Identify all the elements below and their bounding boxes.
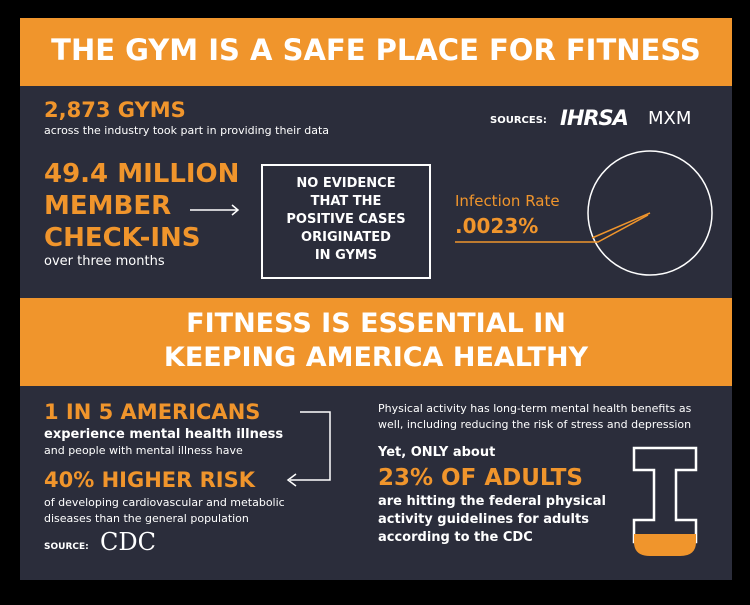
activity-line: activity guidelines for adults (378, 512, 589, 527)
logo: MXM (648, 108, 692, 129)
checkins-line: MEMBER (44, 191, 172, 221)
mental-headline: 1 IN 5 AMERICANS (44, 400, 261, 424)
risk-line: diseases than the general population (44, 512, 249, 525)
activity-paragraph: Physical activity has long-term mental h… (378, 402, 692, 415)
cdc-logo: CDC (100, 528, 156, 556)
mental-line: and people with mental illness have (44, 444, 243, 457)
top-banner (20, 18, 732, 86)
box-line: NO EVIDENCE (296, 176, 396, 191)
title: THE GYM IS A SAFE PLACE FOR FITNESS (51, 33, 701, 67)
logo: IHRSA (560, 106, 629, 130)
activity-paragraph: well, including reducing the risk of str… (378, 418, 692, 431)
mental-bold: experience mental health illness (44, 427, 284, 442)
section-title: KEEPING AMERICA HEALTHY (163, 342, 589, 373)
activity-line: are hitting the federal physical (378, 494, 606, 509)
activity-line: according to the CDC (378, 530, 533, 545)
middle-banner (20, 298, 732, 386)
gyms-headline: 2,873 GYMS (44, 98, 186, 122)
box-line: POSITIVE CASES (286, 212, 406, 227)
risk-headline: 40% HIGHER RISK (44, 468, 255, 492)
sources-label: SOURCES: (490, 115, 547, 126)
risk-line: of developing cardiovascular and metabol… (44, 496, 285, 509)
checkins-caption: over three months (44, 254, 165, 269)
gyms-caption: across the industry took part in providi… (44, 124, 330, 137)
checkins-line: 49.4 MILLION (44, 159, 240, 189)
activity-intro: Yet, ONLY about (378, 445, 496, 460)
infection-label: Infection Rate (455, 192, 560, 210)
infection-rate: .0023% (455, 214, 539, 238)
box-line: IN GYMS (314, 248, 378, 263)
box-line: ORIGINATED (301, 230, 391, 245)
section-title: FITNESS IS ESSENTIAL IN (186, 308, 566, 339)
checkins-line: CHECK-INS (44, 223, 201, 253)
box-line: THAT THE (310, 194, 382, 209)
activity-headline: 23% OF ADULTS (378, 465, 584, 491)
source-label: SOURCE: (44, 542, 89, 552)
